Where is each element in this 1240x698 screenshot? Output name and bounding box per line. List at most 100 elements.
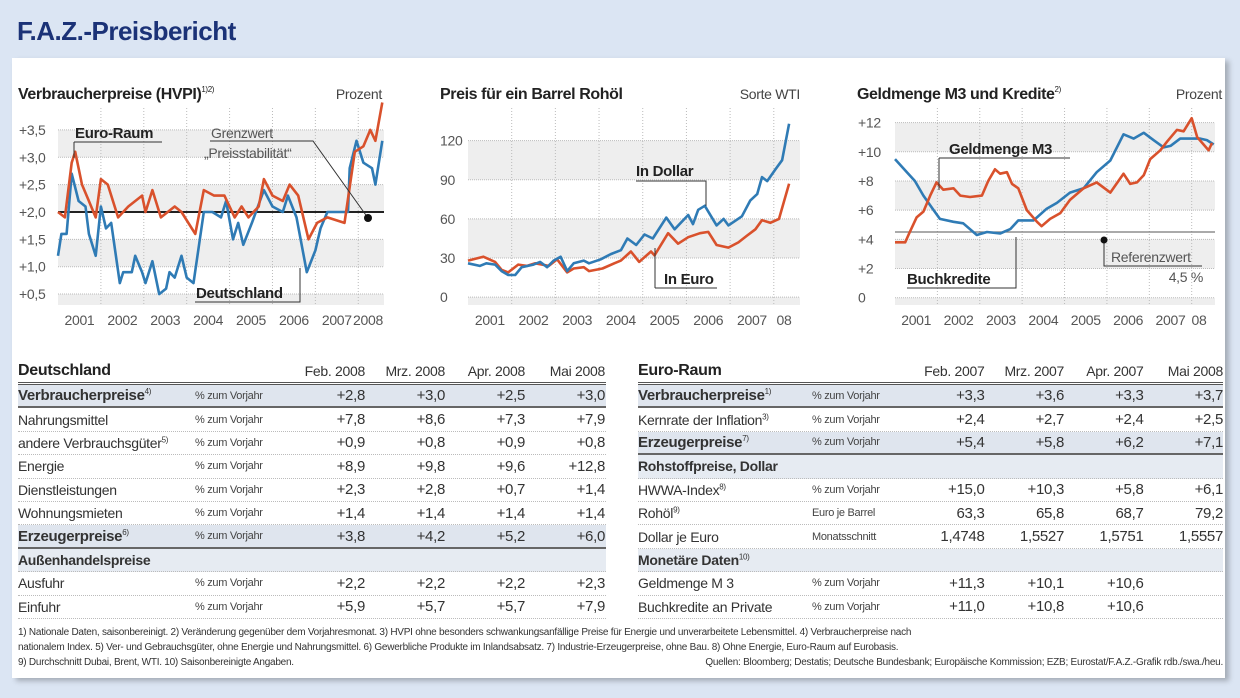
cell-value: +2,2 — [416, 574, 446, 592]
row-unit: % zum Vorjahr — [195, 600, 263, 613]
cell-value: +2,8 — [336, 387, 366, 405]
table-row: Verbraucherpreise4) % zum Vorjahr +2,8 +3,0… — [18, 385, 606, 409]
y-tick-label: +2,0 — [19, 204, 46, 220]
series-line-euro-raum — [57, 102, 384, 241]
row-unit: % zum Vorjahr — [812, 436, 880, 449]
cell-value: +8,9 — [336, 457, 366, 475]
column-header: Feb. 2008 — [304, 363, 366, 379]
table-row: Verbraucherpreise1) % zum Vorjahr +3,3 +3,6… — [638, 385, 1224, 409]
series-label-euro: In Euro — [664, 271, 714, 288]
row-label: Einfuhr — [18, 598, 61, 615]
x-tick-label: 2006 — [693, 312, 723, 328]
row-label: Monetäre Daten10) — [638, 551, 750, 568]
row-unit: Euro je Barrel — [812, 507, 876, 520]
cell-value: +5,2 — [496, 527, 526, 545]
row-unit: % zum Vorjahr — [195, 436, 263, 449]
y-tick-label: +0,5 — [19, 286, 46, 302]
y-tick-label: +1,0 — [19, 259, 46, 275]
column-header: Mai 2008 — [1167, 363, 1224, 379]
row-label: Dienstleistungen — [18, 481, 117, 498]
cell-value: +9,8 — [416, 457, 446, 475]
chart-title: Preis für ein Barrel Rohöl — [440, 86, 623, 103]
series-line-deutschland — [56, 139, 384, 296]
row-label: Rohöl9) — [638, 505, 680, 522]
reference-label: Referenzwert — [1111, 249, 1191, 265]
row-label: Verbraucherpreise4) — [18, 387, 152, 405]
cell-value: 68,7 — [1115, 504, 1144, 522]
series-line-geldmenge-m3 — [895, 116, 1214, 244]
row-label: Erzeugerpreise6) — [18, 527, 129, 545]
grid-band — [468, 140, 800, 180]
y-tick-label: 30 — [440, 250, 455, 266]
row-unit: % zum Vorjahr — [195, 507, 263, 520]
series-line-in-dollar — [467, 123, 791, 277]
cell-value: +2,3 — [576, 574, 606, 592]
cell-value: +12,8 — [568, 457, 606, 475]
cell-value: +3,0 — [576, 387, 606, 405]
cell-value: +3,3 — [956, 387, 985, 405]
table-row: Buchkredite an Private % zum Vorjahr +11,0… — [638, 596, 1223, 619]
table-row: Kernrate der Inflation3) % zum Vorjahr +2,… — [638, 408, 1224, 432]
cell-value: +0,7 — [496, 481, 526, 499]
y-tick-label: 60 — [440, 211, 455, 227]
cell-value: +7,9 — [576, 411, 606, 429]
table-deutschland: Deutschland Feb. 2008 Mrz. 2008 Apr. 2008 Ma… — [18, 360, 606, 619]
cell-value: +10,6 — [1107, 574, 1144, 592]
chart-unit: Prozent — [1176, 86, 1223, 102]
y-tick-label: 90 — [440, 172, 455, 188]
grid-band — [468, 218, 800, 259]
row-label: Erzeugerpreise7) — [638, 433, 749, 451]
y-tick-label: +2,5 — [19, 177, 46, 193]
row-label: Ausfuhr — [18, 575, 65, 592]
cell-value: +3,8 — [336, 527, 366, 545]
footnote-line: 9) Durchschnitt Dubai, Brent, WTI. 10) S… — [18, 657, 294, 668]
cell-value: +2,2 — [336, 574, 366, 592]
series-line-buchkredite — [894, 131, 1215, 237]
footnote-ref: 1) — [764, 387, 772, 397]
grid-band — [58, 294, 384, 305]
footnote-ref: 4) — [144, 387, 152, 397]
cell-value: +2,5 — [1194, 411, 1224, 429]
cell-value: +6,1 — [1194, 481, 1224, 499]
cell-value: +5,9 — [336, 598, 366, 616]
row-label: Nahrungsmittel — [18, 411, 108, 428]
row-label: Außenhandelspreise — [18, 551, 151, 568]
cell-value: +1,4 — [576, 481, 606, 499]
cell-value: +4,2 — [416, 527, 446, 545]
table-title: Deutschland — [18, 362, 111, 379]
table-row: Rohöl9) Euro je Barrel 63,3 65,8 68,7 79,2 — [638, 502, 1223, 526]
row-label: andere Verbrauchsgüter5) — [18, 434, 169, 451]
footnote-ref: 9) — [673, 505, 680, 515]
row-label: Verbraucherpreise1) — [638, 387, 772, 405]
table-row: Erzeugerpreise7) % zum Vorjahr +5,4 +5,8 +6,… — [638, 431, 1223, 456]
cell-value: 1,5527 — [1019, 528, 1064, 546]
x-tick-label: 2007 — [322, 312, 352, 328]
cell-value: +6,0 — [576, 527, 606, 545]
cell-value: +3,7 — [1194, 387, 1224, 405]
x-tick-label: 2004 — [1028, 312, 1058, 328]
table-euro-raum: Euro-Raum Feb. 2007 Mrz. 2007 Apr. 2007 Mai … — [638, 360, 1223, 619]
cell-value: +11,0 — [949, 598, 985, 616]
reference-label: „Preisstabilität“ — [204, 145, 292, 161]
grid-band — [895, 297, 1215, 305]
table-row: Erzeugerpreise6) % zum Vorjahr +3,8 +4,2 +5,… — [18, 525, 606, 549]
y-tick-label: +10 — [858, 144, 881, 160]
cell-value: +8,6 — [416, 411, 446, 429]
cell-value: +1,4 — [496, 504, 526, 522]
table-row: Nahrungsmittel % zum Vorjahr +7,8 +8,6 +7,3 +… — [18, 408, 606, 432]
cell-value: +3,0 — [416, 387, 446, 405]
series-label-deutschland: Deutschland — [196, 285, 283, 302]
cell-value: +9,6 — [496, 457, 526, 475]
cell-value: +2,4 — [1115, 411, 1144, 429]
grid-band — [895, 180, 1215, 211]
page-title: F.A.Z.-Preisbericht — [17, 16, 236, 46]
row-label: Geldmenge M 3 — [638, 575, 734, 592]
grid-band — [58, 239, 384, 267]
x-tick-label: 08 — [1192, 312, 1207, 328]
table-header: Deutschland Feb. 2008 Mrz. 2008 Apr. 2008 Ma… — [18, 360, 606, 385]
reference-dot — [364, 214, 372, 222]
column-header: Mrz. 2007 — [1004, 363, 1064, 379]
x-tick-label: 2003 — [986, 312, 1016, 328]
table-row: andere Verbrauchsgüter5) % zum Vorjahr +0,… — [18, 432, 606, 456]
row-unit: % zum Vorjahr — [812, 577, 880, 590]
